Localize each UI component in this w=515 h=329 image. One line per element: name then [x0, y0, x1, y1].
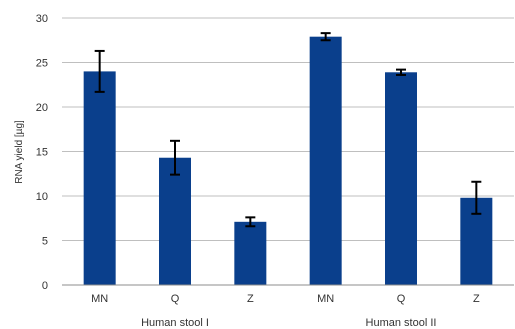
- error-bar: [320, 32, 331, 42]
- x-tick-label: MN: [317, 293, 334, 305]
- x-tick-label: Z: [473, 293, 480, 305]
- bar: [234, 221, 267, 285]
- y-tick-label: 0: [42, 280, 48, 292]
- bar: [159, 157, 191, 285]
- error-bar: [94, 49, 105, 93]
- bars: [83, 36, 493, 286]
- y-tick-label: 30: [36, 13, 48, 25]
- axes: 0 5 10 15 20 25 30 MN Q Z MN Q Z Human stool I Human s…: [36, 13, 514, 329]
- error-bars: [94, 32, 482, 228]
- error-bar: [170, 139, 180, 176]
- x-tick-label: Z: [247, 293, 254, 305]
- bar: [83, 71, 116, 286]
- bar: [385, 72, 417, 285]
- group-label: Human stool II: [366, 317, 437, 329]
- error-bar: [396, 68, 406, 76]
- x-tick-label: Q: [171, 293, 180, 305]
- y-tick-label: 25: [36, 58, 48, 70]
- error-bar: [471, 180, 482, 215]
- x-tick-label: Q: [397, 293, 406, 305]
- bar: [309, 36, 342, 285]
- gridlines: [62, 17, 514, 241]
- error-bar: [245, 216, 256, 228]
- x-tick-label: MN: [91, 293, 108, 305]
- y-tick-label: 10: [36, 191, 48, 203]
- y-axis-label: RNA yield [µg]: [14, 120, 25, 184]
- group-label: Human stool I: [141, 317, 209, 329]
- y-tick-label: 20: [36, 102, 48, 114]
- y-tick-label: 5: [42, 236, 48, 248]
- y-tick-label: 15: [36, 147, 48, 159]
